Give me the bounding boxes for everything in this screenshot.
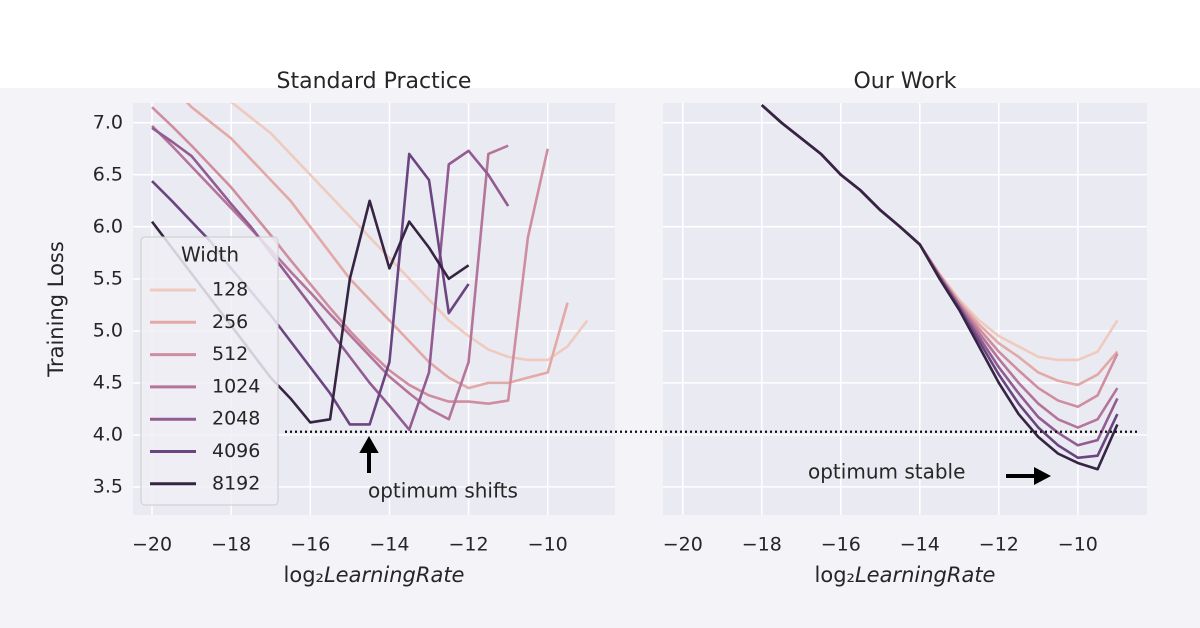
x-tick-label: −10 bbox=[1058, 534, 1098, 556]
x-tick-label: −12 bbox=[449, 534, 489, 556]
x-tick-label: −14 bbox=[900, 534, 940, 556]
legend-label: 512 bbox=[212, 343, 248, 365]
plot-area bbox=[663, 103, 1147, 515]
x-tick-label: −10 bbox=[528, 534, 568, 556]
annotation: optimum shifts bbox=[368, 479, 518, 503]
y-tick-label: 3.5 bbox=[93, 475, 123, 497]
series-line bbox=[760, 104, 1119, 471]
x-tick-label: −12 bbox=[979, 534, 1019, 556]
x-axis-label-part: log₂ bbox=[815, 563, 855, 587]
y-tick-label: 7.0 bbox=[93, 111, 123, 133]
x-tick-label: −18 bbox=[742, 534, 782, 556]
y-tick-label: 6.0 bbox=[93, 215, 123, 237]
legend-label: 256 bbox=[212, 311, 248, 333]
series-line bbox=[151, 152, 470, 426]
x-axis-label-part: LearningRate bbox=[324, 563, 465, 587]
x-tick-label: −16 bbox=[290, 534, 330, 556]
x-axis-label: log₂LearningRate bbox=[284, 563, 465, 587]
series-line bbox=[230, 103, 589, 362]
x-tick-label: −16 bbox=[821, 534, 861, 556]
annotation-arrow bbox=[359, 435, 379, 473]
series-line bbox=[151, 124, 509, 421]
x-tick-label: −18 bbox=[211, 534, 251, 556]
x-tick-label: −14 bbox=[369, 534, 409, 556]
y-tick-label: 5.0 bbox=[93, 319, 123, 341]
x-axis-label-part: log₂ bbox=[284, 563, 324, 587]
series-line bbox=[185, 103, 569, 390]
x-tick-label: −20 bbox=[663, 534, 703, 556]
annotation: optimum stable bbox=[808, 460, 965, 484]
x-tick-label: −20 bbox=[132, 534, 172, 556]
legend-label: 1024 bbox=[212, 375, 260, 397]
chart-title: Our Work bbox=[853, 69, 956, 94]
series-group bbox=[760, 104, 1119, 471]
y-tick-label: 5.5 bbox=[93, 267, 123, 289]
x-axis-label: log₂LearningRate bbox=[815, 563, 996, 587]
y-tick-label: 4.5 bbox=[93, 371, 123, 393]
y-tick-label: 4.0 bbox=[93, 423, 123, 445]
annotation-arrow bbox=[1006, 467, 1051, 485]
y-axis-label: Training Loss bbox=[44, 241, 68, 378]
legend-label: 8192 bbox=[212, 472, 260, 494]
y-tick-label: 6.5 bbox=[93, 163, 123, 185]
legend-label: 4096 bbox=[212, 440, 260, 462]
legend-label: 128 bbox=[212, 279, 248, 301]
legend-label: 2048 bbox=[212, 408, 260, 430]
x-axis-label-part: LearningRate bbox=[855, 563, 996, 587]
series-line bbox=[151, 126, 510, 431]
legend-box bbox=[140, 236, 279, 506]
legend-title: Width bbox=[181, 243, 239, 267]
chart-title: Standard Practice bbox=[277, 69, 472, 94]
series-line bbox=[151, 106, 549, 405]
series-group bbox=[150, 103, 589, 431]
